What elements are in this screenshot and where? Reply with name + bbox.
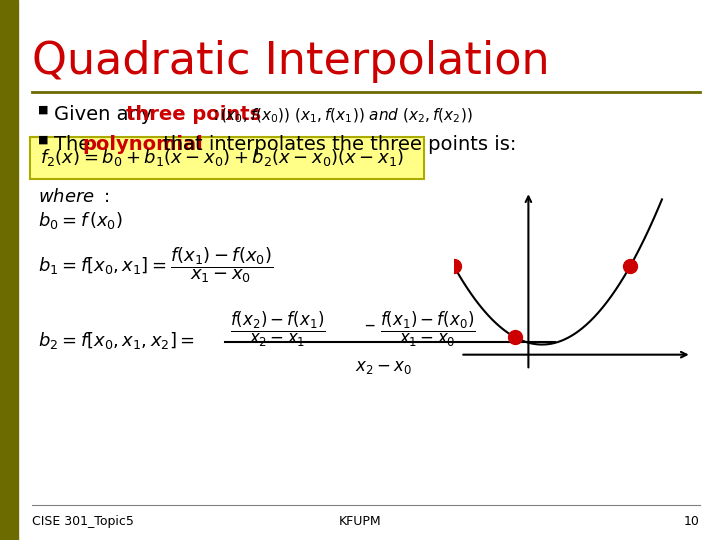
Text: $f_2(x) = b_0 + b_1(x - x_0) + b_2(x - x_0)(x - x_1)$: $f_2(x) = b_0 + b_1(x - x_0) + b_2(x - x… xyxy=(40,147,404,168)
Bar xyxy=(0,0,18,540)
Text: Quadratic Interpolation: Quadratic Interpolation xyxy=(32,40,549,83)
Text: $(x_0, f(x_0))\ (x_1, f(x_1))\ \mathit{and}\ (x_2, f(x_2))$: $(x_0, f(x_0))\ (x_1, f(x_1))\ \mathit{a… xyxy=(220,107,473,125)
FancyBboxPatch shape xyxy=(30,137,424,179)
Text: Given any: Given any xyxy=(54,105,158,124)
Text: The: The xyxy=(54,135,96,154)
Text: $x_2 - x_0$: $x_2 - x_0$ xyxy=(355,358,412,376)
Text: ■: ■ xyxy=(38,105,48,115)
Text: $b_0 = f\,(x_0)$: $b_0 = f\,(x_0)$ xyxy=(38,210,123,231)
Text: $\_$: $\_$ xyxy=(365,310,376,328)
Text: :: : xyxy=(213,105,220,124)
Text: three points: three points xyxy=(126,105,261,124)
Text: $b_1 = f[x_0,x_1] = \dfrac{f(x_1) - f(x_0)}{x_1 - x_0}$: $b_1 = f[x_0,x_1] = \dfrac{f(x_1) - f(x_… xyxy=(38,245,274,285)
Text: $b_2 = f[x_0,x_1,x_2] = $: $b_2 = f[x_0,x_1,x_2] = $ xyxy=(38,330,195,351)
Text: that interpolates the three points is:: that interpolates the three points is: xyxy=(157,135,516,154)
Text: $\mathit{where}\ :$: $\mathit{where}\ :$ xyxy=(38,188,109,206)
Text: $\dfrac{f(x_2) - f(x_1)}{x_2 - x_1}$: $\dfrac{f(x_2) - f(x_1)}{x_2 - x_1}$ xyxy=(230,310,325,349)
Text: CISE 301_Topic5: CISE 301_Topic5 xyxy=(32,515,134,528)
Text: ■: ■ xyxy=(38,135,48,145)
Text: $\dfrac{f(x_1) - f(x_0)}{x_1 - x_0}$: $\dfrac{f(x_1) - f(x_0)}{x_1 - x_0}$ xyxy=(380,310,475,349)
Text: 10: 10 xyxy=(684,515,700,528)
Text: KFUPM: KFUPM xyxy=(338,515,382,528)
Text: polynomial: polynomial xyxy=(82,135,203,154)
